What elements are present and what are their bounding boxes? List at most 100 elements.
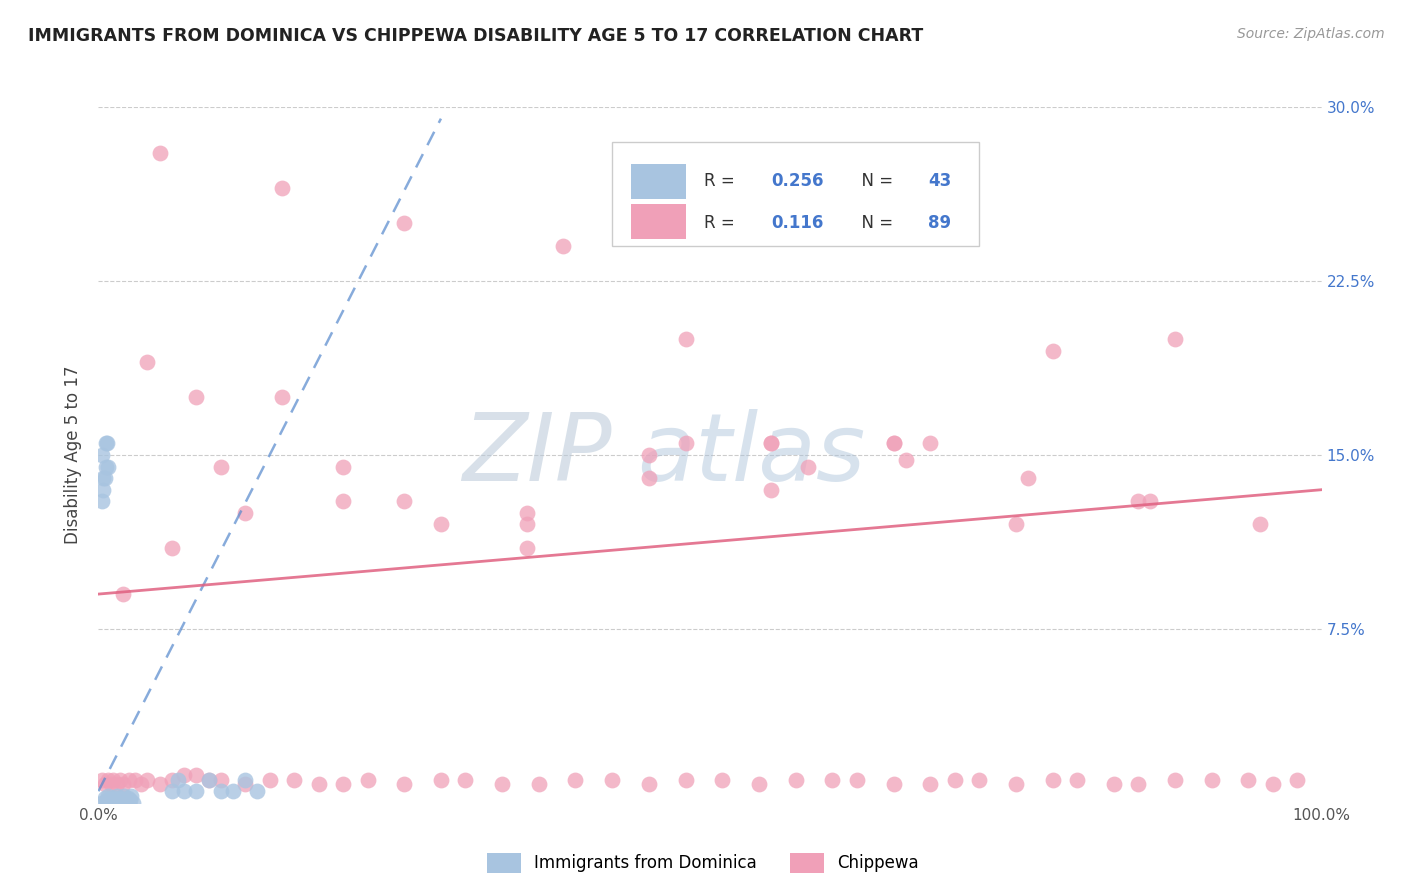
- Point: [112, 789, 135, 803]
- Text: atlas: atlas: [637, 409, 865, 500]
- Text: ZIP: ZIP: [463, 409, 612, 500]
- Point: [96, 793, 118, 807]
- Point: [821, 772, 844, 787]
- Point: [107, 796, 129, 810]
- Point: [748, 777, 770, 791]
- Point: [96, 436, 118, 450]
- Point: [105, 777, 128, 791]
- Point: [93, 791, 115, 805]
- Point: [894, 452, 917, 467]
- Point: [186, 768, 208, 782]
- Point: [1128, 494, 1150, 508]
- Point: [124, 772, 146, 787]
- Point: [564, 772, 586, 787]
- Point: [392, 494, 416, 508]
- Point: [1164, 332, 1187, 346]
- Point: [785, 772, 807, 787]
- Point: [1066, 772, 1088, 787]
- Point: [120, 789, 142, 803]
- Point: [91, 483, 114, 497]
- Point: [103, 791, 125, 805]
- Point: [160, 772, 183, 787]
- Point: [118, 772, 141, 787]
- Text: R =: R =: [704, 172, 740, 191]
- Point: [111, 587, 134, 601]
- Point: [943, 772, 966, 787]
- Point: [920, 436, 942, 450]
- Point: [600, 772, 623, 787]
- Point: [638, 777, 661, 791]
- Point: [97, 789, 120, 803]
- Text: 43: 43: [928, 172, 950, 191]
- Point: [100, 777, 122, 791]
- Point: [527, 777, 550, 791]
- Point: [209, 784, 232, 798]
- Point: [308, 777, 330, 791]
- Point: [97, 772, 120, 787]
- Point: [233, 772, 256, 787]
- Point: [98, 796, 121, 810]
- Point: [91, 471, 114, 485]
- Point: [136, 772, 159, 787]
- Point: [638, 448, 661, 462]
- Point: [430, 772, 453, 787]
- Point: [209, 772, 232, 787]
- Point: [160, 541, 183, 555]
- Point: [1128, 777, 1150, 791]
- Point: [761, 436, 783, 450]
- Point: [110, 772, 132, 787]
- Point: [186, 784, 208, 798]
- Point: [675, 332, 697, 346]
- Point: [883, 777, 905, 791]
- Point: [967, 772, 990, 787]
- Point: [167, 772, 190, 787]
- Point: [115, 793, 138, 807]
- Point: [638, 471, 661, 485]
- Point: [91, 448, 114, 462]
- FancyBboxPatch shape: [612, 142, 979, 246]
- Point: [883, 436, 905, 450]
- Point: [149, 146, 172, 161]
- Point: [259, 772, 281, 787]
- Point: [110, 791, 132, 805]
- FancyBboxPatch shape: [630, 204, 686, 239]
- Point: [515, 506, 537, 520]
- Point: [104, 793, 127, 807]
- Point: [1042, 772, 1064, 787]
- Text: IMMIGRANTS FROM DOMINICA VS CHIPPEWA DISABILITY AGE 5 TO 17 CORRELATION CHART: IMMIGRANTS FROM DOMINICA VS CHIPPEWA DIS…: [28, 27, 924, 45]
- Point: [197, 772, 219, 787]
- Point: [246, 784, 269, 798]
- Point: [136, 355, 159, 369]
- Point: [91, 772, 114, 787]
- Point: [711, 772, 734, 787]
- Point: [222, 784, 245, 798]
- Point: [430, 517, 453, 532]
- Point: [1286, 772, 1309, 787]
- Point: [332, 459, 354, 474]
- Point: [1139, 494, 1161, 508]
- Text: Source: ZipAtlas.com: Source: ZipAtlas.com: [1237, 27, 1385, 41]
- Point: [1017, 471, 1039, 485]
- Point: [797, 459, 820, 474]
- Text: 0.256: 0.256: [772, 172, 824, 191]
- Text: R =: R =: [704, 214, 740, 232]
- Point: [101, 796, 124, 810]
- Point: [920, 777, 942, 791]
- Point: [1102, 777, 1125, 791]
- Point: [91, 796, 114, 810]
- Point: [173, 784, 195, 798]
- Point: [332, 494, 354, 508]
- Text: 89: 89: [928, 214, 950, 232]
- Point: [1164, 772, 1187, 787]
- Legend: Immigrants from Dominica, Chippewa: Immigrants from Dominica, Chippewa: [481, 847, 925, 880]
- Point: [332, 777, 354, 791]
- Point: [94, 436, 117, 450]
- Point: [101, 772, 124, 787]
- Point: [356, 772, 378, 787]
- Point: [105, 789, 128, 803]
- FancyBboxPatch shape: [630, 164, 686, 199]
- Point: [100, 791, 122, 805]
- Point: [1237, 772, 1260, 787]
- Point: [1042, 343, 1064, 358]
- Y-axis label: Disability Age 5 to 17: Disability Age 5 to 17: [65, 366, 83, 544]
